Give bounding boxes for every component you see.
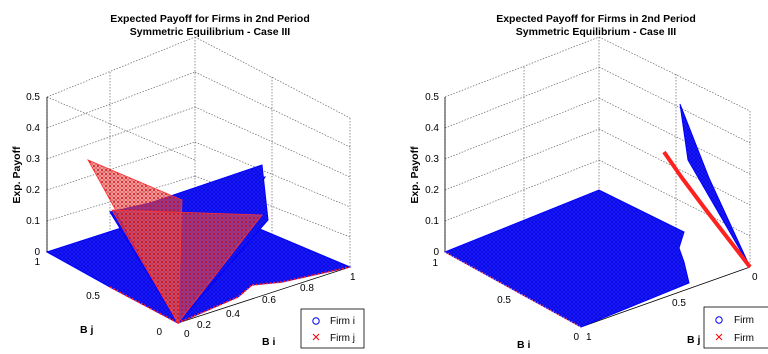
bi-tick-labels: 1 0.5 0 — [432, 258, 579, 343]
legend-circle-marker — [312, 317, 320, 325]
chart-subtitle: Symmetric Equilibrium - Case III — [130, 26, 291, 38]
firm-j-line — [662, 150, 752, 269]
firm-j-surface-b — [111, 209, 263, 324]
chart-right: Expected Payoff for Firms in 2nd Period … — [409, 13, 768, 351]
z-tick: 0.1 — [26, 216, 40, 227]
bj-tick: 0 — [752, 272, 758, 283]
bi-tick: 0 — [184, 329, 190, 340]
z-tick-labels: 0 0.1 0.2 0.3 0.4 0.5 — [425, 92, 439, 258]
legend: Firm i Firm j — [300, 308, 365, 349]
bi-tick: 1 — [432, 258, 438, 269]
firm-j-edge-line — [109, 266, 351, 324]
legend: Firm Firm — [703, 306, 768, 349]
bj-tick: 0.5 — [86, 291, 100, 302]
z-tick: 0.5 — [26, 92, 40, 103]
z-axis-label: Exp. Payoff — [11, 146, 23, 204]
z-tick: 0.4 — [425, 123, 439, 134]
bj-tick: 0.5 — [672, 298, 686, 309]
bj-tick-labels: 1 0.5 0 — [586, 272, 758, 343]
z-tick: 0.3 — [26, 154, 40, 165]
chart-title: Expected Payoff for Firms in 2nd Period — [110, 13, 310, 25]
z-tick: 0 — [34, 247, 40, 258]
legend-x-marker — [715, 333, 723, 341]
bj-axis-label: B j — [687, 334, 701, 346]
z-tick: 0.2 — [26, 185, 40, 196]
bi-tick: 1 — [350, 272, 356, 283]
z-tick-labels: 0 0.1 0.2 0.3 0.4 0.5 — [26, 92, 40, 258]
chart-left: Expected Payoff for Firms in 2nd Period … — [11, 13, 365, 349]
bi-tick-labels: 0 0.2 0.4 0.6 0.8 1 — [184, 272, 356, 340]
bi-tick: 0.4 — [226, 309, 240, 320]
bi-tick: 0 — [573, 332, 579, 343]
bj-axis-label: B j — [80, 324, 94, 336]
chart-panel-right: Expected Payoff for Firms in 2nd Period … — [384, 0, 768, 354]
chart-panel-left: Expected Payoff for Firms in 2nd Period … — [11, 13, 365, 349]
grid-box — [444, 36, 751, 267]
bi-tick: 0.2 — [197, 320, 211, 331]
firm-j-base-line — [444, 251, 582, 328]
z-axis-label: Exp. Payoff — [409, 146, 421, 204]
legend-label: Firm i — [330, 316, 355, 327]
firm-i-base-surface — [443, 189, 690, 328]
legend-label: Firm j — [330, 333, 355, 344]
legend-circle-marker — [715, 316, 723, 324]
z-tick: 0.2 — [425, 185, 439, 196]
legend-label: Firm — [734, 315, 754, 326]
firm-i-wedge-surface — [679, 103, 751, 268]
z-tick: 0 — [433, 247, 439, 258]
legend-x-marker — [312, 333, 320, 341]
bi-tick: 0.6 — [262, 295, 276, 306]
bj-tick-labels: 1 0.5 0 — [34, 257, 162, 338]
bi-tick: 0.5 — [497, 295, 511, 306]
z-tick: 0.3 — [425, 154, 439, 165]
bi-axis-label: B i — [517, 339, 531, 351]
z-tick: 0.1 — [425, 216, 439, 227]
z-tick: 0.5 — [425, 92, 439, 103]
chart-subtitle: Symmetric Equilibrium - Case III — [516, 26, 677, 38]
bi-axis-label: B i — [262, 336, 276, 348]
bj-tick: 1 — [586, 332, 592, 343]
bi-tick: 0.8 — [300, 283, 314, 294]
z-tick: 0.4 — [26, 123, 40, 134]
bj-tick: 1 — [34, 257, 40, 268]
legend-label: Firm — [734, 333, 754, 344]
bj-tick: 0 — [156, 327, 162, 338]
chart-title: Expected Payoff for Firms in 2nd Period — [496, 13, 696, 25]
